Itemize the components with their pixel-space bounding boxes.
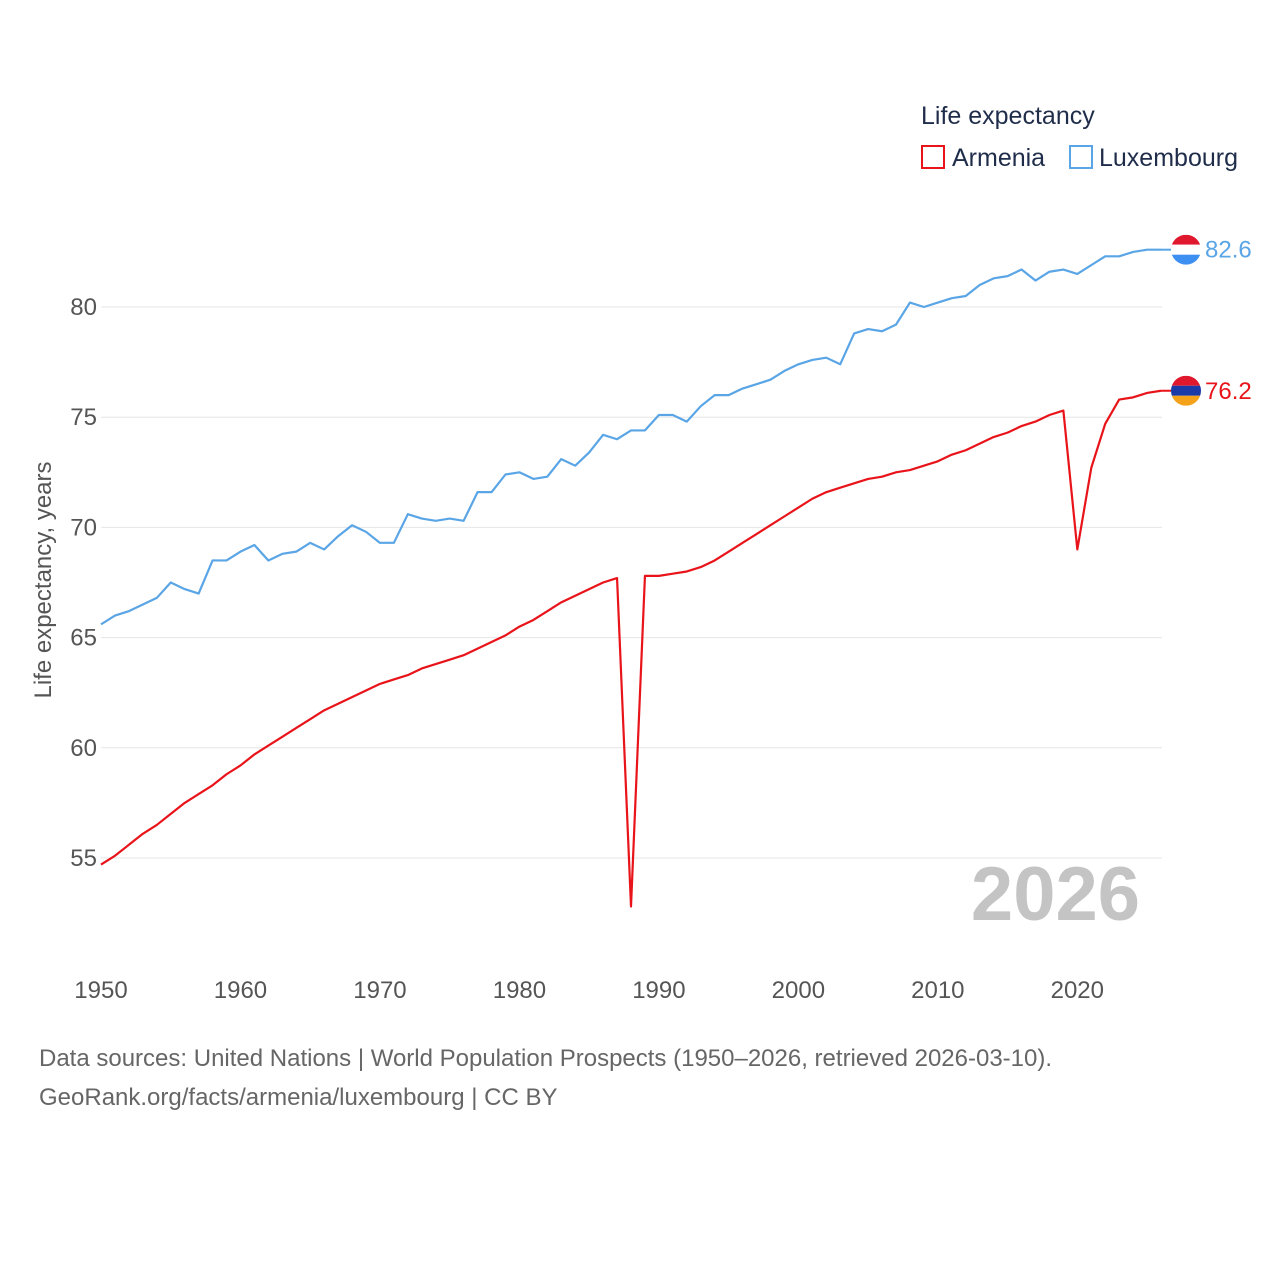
gridlines (101, 306, 1162, 859)
series-line-armenia (100, 389, 1162, 908)
y-tick-65: 65 (70, 625, 97, 652)
flag-armenia-icon (1171, 375, 1201, 406)
flag-lux-blue (1171, 254, 1201, 265)
x-tick-2000: 2000 (772, 977, 825, 1004)
x-tick-1960: 1960 (214, 977, 267, 1004)
legend-swatch-luxembourg (1069, 145, 1093, 169)
legend-swatch-armenia (921, 145, 945, 169)
x-tick-1950: 1950 (74, 977, 127, 1004)
end-label-armenia: 76.2 (1205, 378, 1252, 405)
y-tick-70: 70 (70, 514, 97, 541)
end-label-luxembourg: 82.6 (1205, 237, 1252, 264)
x-tick-2020: 2020 (1051, 977, 1104, 1004)
y-tick-75: 75 (70, 404, 97, 431)
flag-lux-white (1171, 244, 1201, 255)
flag-arm-blue (1171, 385, 1201, 396)
footer-sources: Data sources: United Nations | World Pop… (39, 1045, 1053, 1072)
y-axis-ticks: 55 60 65 70 75 80 (70, 294, 97, 872)
series-lines (100, 248, 1162, 908)
y-tick-80: 80 (70, 294, 97, 321)
flag-arm-orange (1171, 395, 1201, 406)
footer-link[interactable]: GeoRank.org/facts/armenia/luxembourg | C… (39, 1084, 558, 1111)
legend-label-armenia: Armenia (952, 144, 1045, 172)
year-watermark: 2026 (971, 852, 1140, 937)
x-tick-2010: 2010 (911, 977, 964, 1004)
series-line-luxembourg (100, 248, 1161, 626)
legend-item-armenia[interactable]: Armenia (921, 144, 1045, 172)
flag-arm-red (1171, 375, 1201, 386)
y-axis-title: Life expectancy, years (30, 461, 57, 698)
y-tick-55: 55 (70, 845, 97, 872)
end-markers: 82.6 76.2 (1161, 234, 1252, 406)
x-tick-1980: 1980 (493, 977, 546, 1004)
legend: Life expectancy Armenia Luxembourg (921, 102, 1238, 172)
flag-luxembourg-icon (1171, 234, 1201, 265)
y-tick-60: 60 (70, 735, 97, 762)
x-tick-1970: 1970 (353, 977, 406, 1004)
legend-item-luxembourg[interactable]: Luxembourg (1069, 144, 1238, 172)
legend-title: Life expectancy (921, 102, 1095, 130)
legend-label-luxembourg: Luxembourg (1099, 144, 1238, 172)
flag-lux-red (1171, 234, 1201, 245)
x-tick-1990: 1990 (632, 977, 685, 1004)
x-axis-ticks: 1950 1960 1970 1980 1990 2000 2010 2020 (74, 977, 1104, 1004)
